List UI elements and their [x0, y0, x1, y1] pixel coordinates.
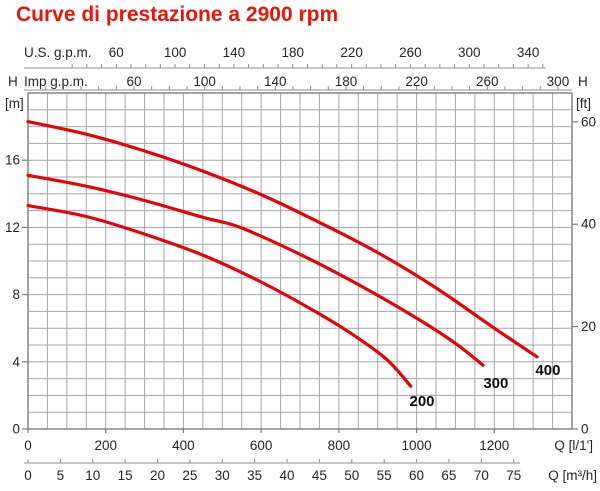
q-lmin-tick-label: 1200 [479, 438, 509, 453]
imp-gpm-tick-label: 300 [547, 74, 570, 89]
q-lmin-tick-label: 800 [328, 438, 351, 453]
h-right-title: H [578, 74, 588, 89]
axis-h-m: H [m] 0 4 8 12 16 [5, 74, 28, 437]
axis-imp-gpm: Imp g.p.m. 60 100 140 180 220 260 300 [24, 74, 572, 91]
imp-gpm-tick-label: 260 [476, 74, 499, 89]
q-lmin-tick-label: 400 [172, 438, 195, 453]
axis-q-lmin: 0 200 400 600 800 1000 1200 Q [l/1'] [24, 429, 593, 453]
q-lmin-axis-title: Q [l/1'] [554, 438, 593, 453]
h-left-title: H [8, 74, 18, 89]
q-m3h-tick-label: 10 [85, 468, 100, 483]
q-m3h-axis-title: Q [m³/h] [548, 468, 597, 483]
h-ft-tick-label: 0 [581, 422, 589, 437]
q-m3h-tick-label: 5 [57, 468, 65, 483]
q-m3h-tick-label: 55 [377, 468, 392, 483]
us-gpm-tick-label: 340 [517, 45, 540, 60]
q-m3h-tick-label: 45 [312, 468, 327, 483]
curve-300 [26, 173, 485, 367]
q-lmin-tick-label: 0 [24, 438, 32, 453]
q-lmin-tick-label: 1000 [402, 438, 432, 453]
grid [27, 92, 573, 430]
us-gpm-tick-label: 60 [109, 45, 124, 60]
chart-title: Curve di prestazione a 2900 rpm [16, 3, 339, 26]
curve-label-400: 400 [535, 362, 560, 379]
q-m3h-tick-label: 15 [118, 468, 133, 483]
q-m3h-tick-label: 40 [280, 468, 295, 483]
axis-q-m3h: 0 5 10 15 20 25 30 35 40 45 50 55 60 65 70 75 Q [m³/h] [24, 459, 597, 483]
curves: 400 300 200 [26, 120, 560, 410]
q-m3h-tick-label: 75 [506, 468, 521, 483]
q-lmin-tick-label: 600 [250, 438, 273, 453]
h-m-tick-label: 4 [12, 354, 20, 369]
imp-gpm-tick-label: 220 [405, 74, 428, 89]
q-m3h-tick-label: 35 [247, 468, 262, 483]
us-gpm-tick-label: 260 [399, 45, 422, 60]
us-gpm-tick-label: 180 [281, 45, 304, 60]
curve-400 [26, 120, 539, 359]
q-m3h-tick-label: 25 [182, 468, 197, 483]
us-gpm-tick-label: 140 [223, 45, 246, 60]
imp-gpm-axis-title: Imp g.p.m. [24, 74, 88, 89]
us-gpm-tick-label: 300 [458, 45, 481, 60]
q-m3h-tick-label: 65 [441, 468, 456, 483]
axis-us-gpm: U.S. g.p.m. 60 100 140 180 220 260 300 340 [24, 45, 546, 69]
imp-gpm-tick-label: 140 [264, 74, 287, 89]
h-ft-tick-label: 60 [581, 114, 596, 129]
q-m3h-tick-label: 0 [24, 468, 32, 483]
h-m-tick-label: 0 [12, 422, 20, 437]
h-m-tick-label: 12 [5, 220, 20, 235]
imp-gpm-tick-label: 100 [193, 74, 216, 89]
q-m3h-tick-label: 50 [344, 468, 359, 483]
h-m-tick-label: 8 [12, 287, 20, 302]
h-right-unit: [ft] [576, 96, 591, 111]
q-m3h-tick-label: 30 [215, 468, 230, 483]
q-m3h-tick-label: 20 [150, 468, 165, 483]
curve-label-300: 300 [483, 375, 508, 392]
us-gpm-tick-label: 100 [164, 45, 187, 60]
h-ft-tick-label: 20 [581, 319, 596, 334]
curve-200 [26, 204, 413, 388]
us-gpm-axis-title: U.S. g.p.m. [24, 45, 92, 60]
plot-frame [27, 92, 573, 430]
h-left-unit: [m] [5, 96, 24, 111]
q-m3h-tick-label: 70 [474, 468, 489, 483]
q-lmin-tick-label: 200 [94, 438, 117, 453]
h-ft-tick-label: 40 [581, 217, 596, 232]
h-m-tick-label: 16 [5, 153, 20, 168]
imp-gpm-tick-label: 180 [335, 74, 358, 89]
imp-gpm-tick-label: 60 [126, 74, 141, 89]
q-m3h-tick-label: 60 [409, 468, 424, 483]
curve-label-200: 200 [409, 393, 434, 410]
us-gpm-tick-label: 220 [340, 45, 363, 60]
axis-h-ft: H [ft] 0 20 40 60 [572, 74, 596, 437]
